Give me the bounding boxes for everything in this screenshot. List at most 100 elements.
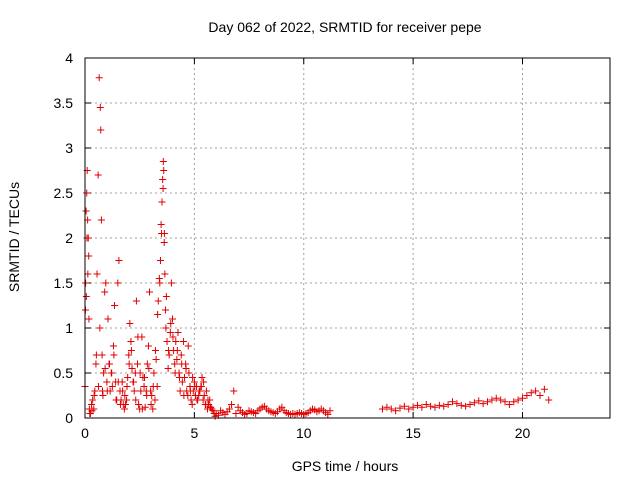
- data-point: [409, 403, 417, 411]
- data-point: [101, 288, 109, 296]
- data-point: [324, 410, 332, 418]
- data-point: [130, 387, 138, 395]
- data-point: [519, 394, 526, 402]
- data-point: [159, 176, 167, 183]
- data-point: [179, 338, 187, 345]
- data-point: [145, 365, 153, 372]
- data-point: [159, 185, 167, 192]
- data-point: [435, 401, 443, 409]
- data-point: [405, 405, 413, 413]
- data-point: [202, 401, 210, 408]
- data-point: [165, 347, 173, 354]
- data-point: [88, 407, 96, 415]
- data-point: [422, 401, 430, 408]
- data-point: [159, 158, 167, 165]
- data-point: [396, 404, 404, 412]
- data-point: [173, 356, 181, 363]
- data-point: [93, 270, 101, 278]
- data-point: [121, 392, 129, 399]
- data-point: [101, 365, 109, 372]
- data-point: [536, 392, 544, 399]
- data-point: [124, 374, 132, 381]
- data-point: [418, 403, 426, 411]
- data-point: [453, 400, 461, 408]
- data-point: [387, 405, 395, 413]
- data-point: [84, 270, 92, 278]
- data-point: [228, 401, 236, 408]
- data-point: [169, 333, 177, 341]
- data-point: [97, 126, 105, 134]
- y-axis-label: SRMTID / TECUs: [6, 182, 22, 292]
- data-point: [85, 315, 93, 323]
- data-point: [167, 320, 175, 327]
- x-axis-label: GPS time / hours: [292, 458, 399, 474]
- data-point: [125, 360, 133, 368]
- data-point: [505, 401, 513, 408]
- y-tick-label: 2.5: [54, 185, 74, 201]
- data-point: [114, 279, 122, 287]
- data-point: [160, 239, 168, 246]
- data-point: [202, 387, 210, 395]
- data-point: [141, 403, 149, 411]
- data-point: [149, 405, 157, 413]
- data-point: [532, 387, 540, 395]
- data-point: [171, 369, 179, 377]
- data-point: [160, 167, 168, 174]
- data-point: [204, 396, 212, 404]
- data-point: [326, 407, 334, 415]
- data-point: [151, 396, 159, 404]
- x-tick-label: 5: [190, 425, 198, 441]
- data-point: [184, 342, 192, 350]
- tick-labels: 0 5 10 15 20 0 0.5 1 1.5 2 2.5 3 3.5 4: [54, 50, 531, 441]
- data-point: [120, 405, 128, 413]
- y-tick-label: 1.5: [54, 275, 74, 291]
- data-point: [173, 347, 181, 354]
- data-point: [89, 396, 97, 404]
- data-point: [134, 333, 142, 341]
- data-point: [157, 221, 165, 228]
- data-point: [501, 398, 509, 406]
- data-point: [379, 405, 386, 413]
- x-tick-label: 0: [81, 425, 89, 441]
- data-point: [188, 401, 196, 408]
- y-tick-label: 4: [65, 50, 73, 66]
- data-point: [119, 387, 127, 395]
- data-point: [82, 279, 90, 287]
- data-point: [132, 297, 140, 305]
- data-point: [94, 171, 102, 179]
- data-point: [185, 369, 193, 377]
- data-point: [112, 396, 120, 404]
- data-points: [81, 74, 553, 420]
- data-point: [162, 324, 170, 332]
- data-point: [97, 216, 105, 224]
- data-point: [177, 351, 185, 359]
- data-point: [444, 401, 452, 408]
- data-point: [178, 360, 186, 368]
- data-point: [163, 338, 171, 345]
- data-point: [156, 279, 164, 287]
- data-point: [427, 402, 435, 410]
- data-point: [527, 389, 535, 397]
- data-point: [143, 392, 151, 399]
- data-point: [138, 405, 146, 413]
- data-point: [510, 398, 518, 406]
- data-point: [140, 383, 148, 390]
- data-point: [457, 401, 465, 409]
- data-point: [111, 302, 119, 309]
- data-point: [108, 383, 116, 390]
- y-tick-label: 3: [65, 140, 73, 156]
- data-point: [143, 360, 151, 368]
- data-point: [165, 351, 173, 359]
- data-point: [492, 394, 500, 402]
- data-point: [116, 401, 124, 408]
- data-point: [431, 403, 439, 411]
- data-point: [200, 392, 208, 399]
- data-point: [154, 311, 162, 318]
- data-point: [162, 306, 169, 314]
- y-tick-label: 3.5: [54, 95, 74, 111]
- data-point: [479, 400, 487, 408]
- data-point: [180, 392, 188, 399]
- data-point: [189, 374, 197, 381]
- data-point: [197, 383, 205, 390]
